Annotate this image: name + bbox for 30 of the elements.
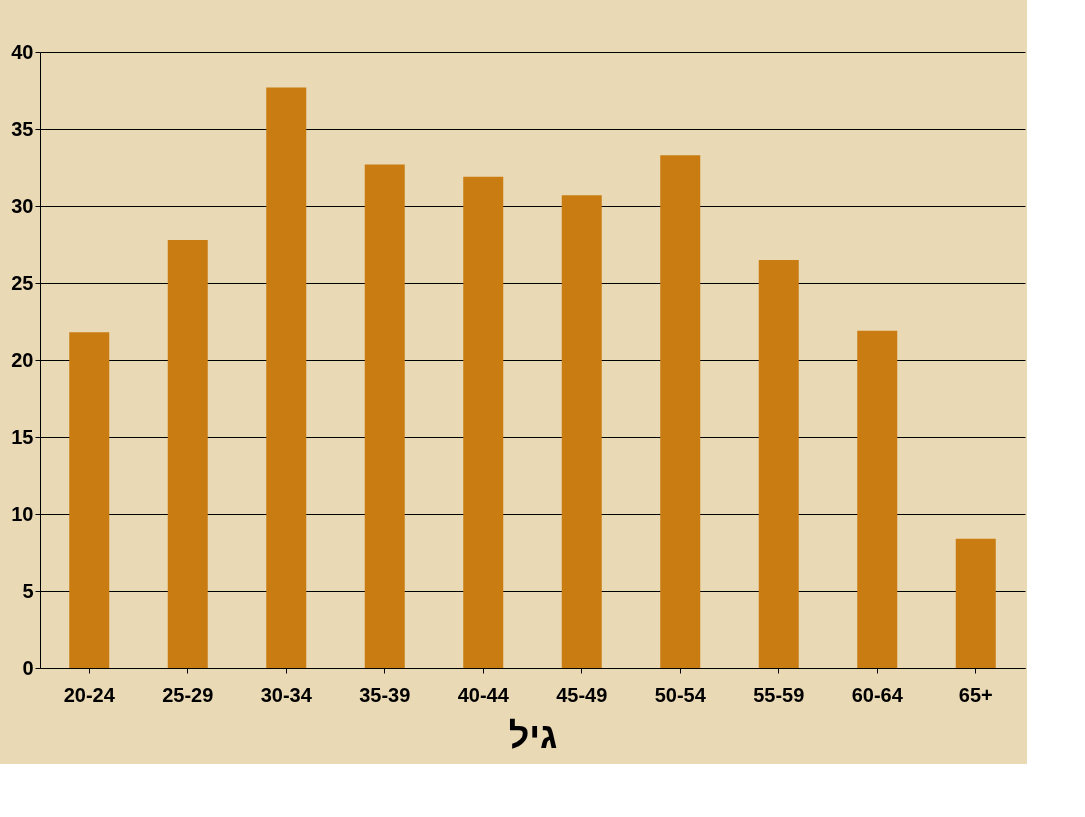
- x-tick-label: 65+: [958, 683, 993, 706]
- x-tick-label: 25-29: [162, 683, 214, 706]
- x-tick-label: 60-64: [851, 683, 904, 706]
- bar: [955, 538, 996, 668]
- bar: [758, 259, 799, 668]
- y-tick-label: 30: [11, 194, 34, 217]
- y-tick-label: 40: [11, 40, 34, 63]
- x-tick-label: 45-49: [556, 683, 608, 706]
- y-tick-label: 0: [22, 656, 34, 679]
- x-tick-label: 35-39: [359, 683, 411, 706]
- y-tick-label: 25: [11, 271, 34, 294]
- bar: [69, 332, 110, 668]
- x-tick-label: 50-54: [654, 683, 707, 706]
- bar: [857, 330, 898, 668]
- y-tick-label: 20: [11, 348, 34, 371]
- x-tick-label: 40-44: [457, 683, 510, 706]
- bar: [660, 155, 701, 668]
- bar: [266, 87, 307, 668]
- bar: [463, 176, 504, 668]
- x-axis-title: גיל: [508, 714, 558, 756]
- y-tick-label: 5: [22, 579, 34, 602]
- bar: [167, 239, 208, 668]
- y-tick-label: 35: [11, 117, 34, 140]
- y-tick-label: 15: [11, 425, 34, 448]
- x-tick-label: 30-34: [260, 683, 313, 706]
- bar: [364, 164, 405, 668]
- bar: [561, 195, 602, 668]
- x-tick-label: 20-24: [63, 683, 116, 706]
- x-tick-label: 55-59: [753, 683, 805, 706]
- y-tick-label: 10: [11, 502, 34, 525]
